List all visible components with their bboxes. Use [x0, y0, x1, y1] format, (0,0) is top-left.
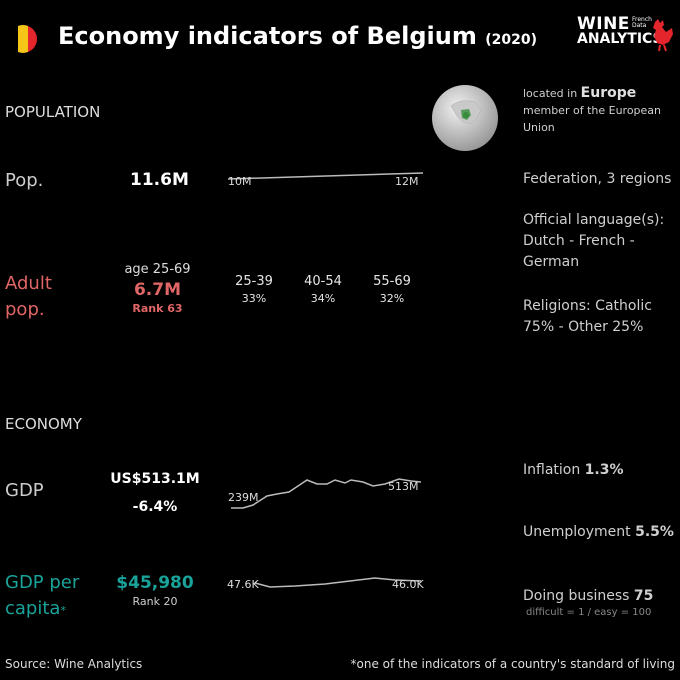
gdp-per-capita-label: GDP per capita* — [5, 572, 80, 619]
languages-block: Official language(s): Dutch - French - G… — [523, 212, 665, 270]
pop-trend-line — [227, 172, 424, 180]
gdp-change: -6.4% — [132, 499, 178, 515]
pop-trend-chart: 10M 12M — [227, 172, 424, 188]
logo-tag: French Data — [632, 16, 652, 29]
logo-line1: WINE — [577, 14, 630, 34]
economy-section-label: ECONOMY — [5, 415, 82, 433]
page-title: Economy indicators of Belgium (2020) — [58, 22, 537, 50]
source-text: Source: Wine Analytics — [5, 657, 143, 671]
title-text: Economy indicators of Belgium — [58, 22, 477, 50]
adult-value: 6.7M — [133, 280, 182, 300]
age-group-1: 25-39 33% — [235, 274, 273, 305]
gdp-trend-start: 239M — [228, 491, 259, 504]
pop-value: 11.6M — [130, 170, 189, 190]
doing-business-note: difficult = 1 / easy = 100 — [526, 607, 652, 618]
gdppc-trend-start: 47.6K — [227, 578, 259, 591]
footnote-text: *one of the indicators of a country's st… — [350, 657, 675, 671]
gdp-trend-line — [231, 478, 422, 509]
gdppc-trend-end: 46.0K — [392, 578, 424, 591]
age-group-2: 40-54 34% — [304, 274, 342, 305]
inflation: Inflation 1.3% — [523, 462, 624, 478]
gdp-value: US$513.1M — [110, 471, 200, 487]
gdppc-block: $45,980 Rank 20 — [105, 573, 205, 608]
gdppc-rank: Rank 20 — [132, 595, 178, 608]
gdp-trend-end: 513M — [388, 480, 419, 493]
adult-pop-label: Adult pop. — [5, 273, 52, 320]
pop-trend-start: 10M — [228, 175, 252, 188]
government-type: Federation, 3 regions — [523, 171, 672, 187]
gdp-trend-chart: 239M 513M — [228, 478, 422, 509]
title-year: (2020) — [485, 32, 537, 48]
gdppc-trend-line — [254, 577, 422, 588]
continent: Europe — [580, 85, 637, 101]
location-block: located in Europe member of the European… — [523, 85, 673, 136]
religions: Religions: Catholic 75% - Other 25% — [523, 298, 652, 335]
gdp-label: GDP — [5, 480, 44, 501]
pop-label: Pop. — [5, 170, 44, 191]
doing-business: Doing business 75 — [523, 588, 654, 604]
logo-line2: ANALYTICS — [577, 31, 663, 47]
rooster-icon — [653, 19, 673, 52]
pop-trend-end: 12M — [395, 175, 419, 188]
located-in-text: located in — [523, 87, 578, 100]
adult-pop-block: age 25-69 6.7M Rank 63 — [110, 262, 205, 315]
unemployment: Unemployment 5.5% — [523, 524, 674, 540]
globe-europe-icon — [432, 85, 498, 151]
wine-analytics-logo: WINE French Data ANALYTICS — [577, 14, 673, 54]
age-group-3: 55-69 32% — [373, 274, 411, 305]
belgium-flag-icon — [9, 25, 37, 53]
population-section-label: POPULATION — [5, 103, 101, 121]
gdp-block: US$513.1M -6.4% — [105, 471, 205, 515]
member-text: member of the European Union — [523, 104, 662, 134]
adult-age: age 25-69 — [124, 262, 191, 277]
adult-rank: Rank 63 — [132, 302, 183, 315]
gdppc-trend-chart: 47.6K 46.0K — [227, 577, 424, 591]
gdppc-value: $45,980 — [116, 573, 194, 593]
